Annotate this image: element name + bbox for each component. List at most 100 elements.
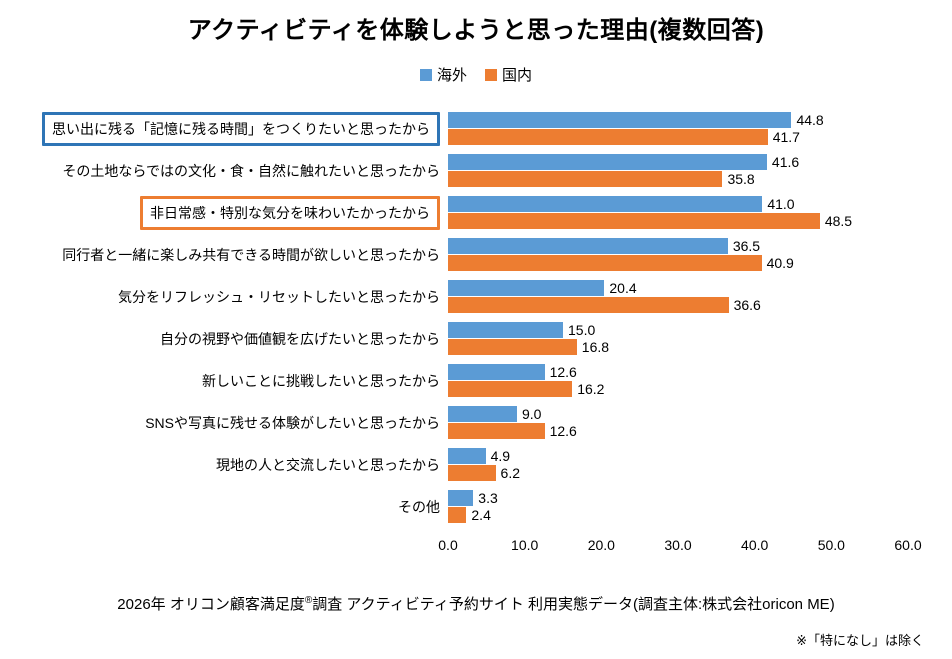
bar-国内 [448,339,577,355]
category-label: SNSや写真に残せる体験がしたいと思ったから [145,414,440,431]
value-label: 20.4 [609,280,637,296]
bar-海外 [448,448,486,464]
bar-chart: 思い出に残る「記憶に残る時間」をつくりたいと思ったから 44.8 41.7 その土地な… [0,108,952,528]
category-label: 自分の視野や価値観を広げたいと思ったから [160,330,440,347]
category-cell: 思い出に残る「記憶に残る時間」をつくりたいと思ったから [0,111,448,146]
footer-text-post: 調査 アクティビティ予約サイト 利用実態データ(調査主体:株式会社oricon … [312,596,835,613]
bar-海外 [448,406,517,422]
bar-row: 16.8 [448,339,908,355]
bar-国内 [448,423,545,439]
bar-国内 [448,465,496,481]
chart-row: 自分の視野や価値観を広げたいと思ったから 15.0 16.8 [0,318,952,359]
chart-row: 非日常感・特別な気分を味わいたかったから 41.0 48.5 [0,192,952,233]
bar-row: 12.6 [448,364,908,380]
bar-row: 15.0 [448,322,908,338]
x-tick-label: 30.0 [664,537,692,553]
value-label: 40.9 [766,255,794,271]
value-label: 36.6 [733,297,761,313]
value-label: 41.6 [771,154,800,170]
bar-row: 2.4 [448,507,908,523]
chart-row: その土地ならではの文化・食・自然に触れたいと思ったから 41.6 35.8 [0,150,952,191]
category-cell: その土地ならではの文化・食・自然に触れたいと思ったから [0,161,448,181]
x-tick-label: 50.0 [817,537,845,553]
value-label: 48.5 [824,213,853,229]
category-cell: 気分をリフレッシュ・リセットしたいと思ったから [0,287,448,307]
bar-row: 41.7 [448,129,908,145]
bar-row: 35.8 [448,171,908,187]
source-footer: 2026年 オリコン顧客満足度®調査 アクティビティ予約サイト 利用実態データ(… [0,593,952,614]
value-label: 35.8 [727,171,755,187]
legend-item-domestic: 国内 [485,64,532,85]
exclusion-note: ※「特になし」は除く [796,633,924,648]
bar-row: 12.6 [448,423,908,439]
category-label: その他 [398,498,440,515]
legend-item-overseas: 海外 [419,64,467,85]
value-label: 36.5 [732,238,761,254]
category-label: 非日常感・特別な気分を味わいたかったから [140,195,440,230]
x-tick-label: 10.0 [511,537,539,553]
bar-group: 12.6 16.2 [448,364,908,397]
legend-label-overseas: 海外 [436,67,467,84]
chart-row: 同行者と一緒に楽しみ共有できる時間が欲しいと思ったから 36.5 40.9 [0,234,952,275]
chart-row: 現地の人と交流したいと思ったから 4.9 6.2 [0,444,952,485]
value-label: 16.8 [581,339,610,355]
x-axis: 0.0 10.0 20.0 30.0 40.0 50.0 60.0 [438,537,921,557]
chart-row: SNSや写真に残せる体験がしたいと思ったから 9.0 12.6 [0,402,952,443]
value-label: 6.2 [500,465,520,481]
value-label: 2.4 [471,507,491,523]
category-cell: SNSや写真に残せる体験がしたいと思ったから [0,413,448,433]
category-label: 気分をリフレッシュ・リセットしたいと思ったから [118,288,440,305]
x-tick-label: 0.0 [438,537,458,553]
value-label: 15.0 [568,322,596,338]
bar-海外 [448,490,474,506]
bar-国内 [448,213,820,229]
category-label: 新しいことに挑戦したいと思ったから [202,372,440,389]
x-tick-label: 40.0 [741,537,769,553]
value-label: 16.2 [577,381,605,397]
bar-海外 [448,364,545,380]
value-label: 12.6 [549,364,577,380]
legend-swatch-overseas [419,68,432,81]
bar-group: 3.3 2.4 [448,490,908,523]
bar-海外 [448,154,767,170]
chart-row: 気分をリフレッシュ・リセットしたいと思ったから 20.4 36.6 [0,276,952,317]
value-label: 4.9 [490,448,511,464]
footer-text-pre: 2026年 オリコン顧客満足度 [117,596,305,613]
value-label: 44.8 [796,112,824,128]
value-label: 9.0 [522,406,542,422]
bar-row: 20.4 [448,280,908,296]
legend-label-domestic: 国内 [502,67,533,84]
bar-海外 [448,322,563,338]
value-label: 12.6 [549,423,577,439]
category-label: 同行者と一緒に楽しみ共有できる時間が欲しいと思ったから [62,246,440,263]
chart-title: アクティビティを体験しようと思った理由(複数回答) [187,17,765,44]
bar-国内 [448,255,762,271]
category-cell: 自分の視野や価値観を広げたいと思ったから [0,329,448,349]
bar-row: 40.9 [448,255,908,271]
bar-row: 41.6 [448,154,908,170]
bar-group: 41.0 48.5 [448,196,908,229]
registered-mark: ® [304,595,313,606]
bar-row: 4.9 [448,448,908,464]
bar-group: 36.5 40.9 [448,238,908,271]
bar-row: 9.0 [448,406,908,422]
x-tick-label: 60.0 [894,537,922,553]
category-cell: その他 [0,497,448,517]
bar-row: 48.5 [448,213,908,229]
bar-row: 6.2 [448,465,908,481]
bar-海外 [448,238,728,254]
bar-国内 [448,381,573,397]
category-label: 現地の人と交流したいと思ったから [216,456,440,473]
category-cell: 非日常感・特別な気分を味わいたかったから [0,195,448,230]
bar-row: 44.8 [448,112,908,128]
bar-row: 3.3 [448,490,908,506]
category-cell: 同行者と一緒に楽しみ共有できる時間が欲しいと思ったから [0,245,448,265]
bar-row: 36.5 [448,238,908,254]
bar-group: 4.9 6.2 [448,448,908,481]
bar-国内 [448,507,467,523]
category-cell: 新しいことに挑戦したいと思ったから [0,371,448,391]
chart-row: 思い出に残る「記憶に残る時間」をつくりたいと思ったから 44.8 41.7 [0,108,952,149]
value-label: 41.7 [772,129,800,145]
category-label: その土地ならではの文化・食・自然に触れたいと思ったから [62,162,440,179]
